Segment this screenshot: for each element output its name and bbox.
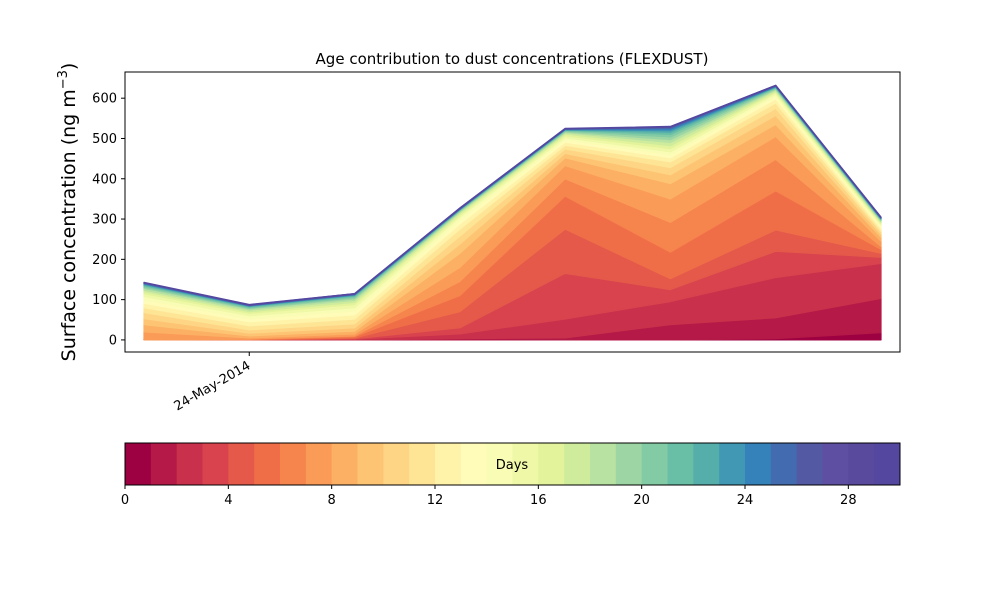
colorbar-swatch-13 (460, 443, 488, 485)
y-tick-label: 100 (92, 293, 117, 308)
age-band-area-29 (143, 84, 882, 306)
colorbar-swatch-29 (874, 443, 901, 485)
y-tick-label: 300 (92, 213, 117, 228)
colorbar-swatch-28 (848, 443, 875, 485)
y-axis-label-close: ) (58, 63, 80, 70)
colorbar-swatch-26 (796, 443, 823, 485)
colorbar-swatch-8 (331, 443, 358, 485)
colorbar-label: Days (496, 458, 529, 473)
chart-title: Age contribution to dust concentrations … (316, 50, 709, 68)
colorbar-tick-label: 8 (328, 493, 336, 508)
stacked-areas (143, 84, 882, 341)
colorbar-swatch-19 (615, 443, 643, 485)
colorbar-swatch-24 (745, 443, 772, 485)
colorbar-swatch-16 (538, 443, 565, 485)
colorbar-swatch-7 (305, 443, 333, 485)
colorbar-swatch-18 (590, 443, 617, 485)
colorbar-swatch-25 (770, 443, 798, 485)
y-tick-label: 0 (109, 333, 117, 348)
colorbar-swatch-17 (564, 443, 591, 485)
y-tick-label: 500 (92, 132, 117, 147)
colorbar-tick-label: 0 (121, 493, 129, 508)
colorbar: 0 4 8 12 16 20 24 28 (121, 442, 901, 508)
colorbar-swatch-21 (667, 443, 694, 485)
colorbar-swatch-2 (176, 443, 203, 485)
colorbar-swatch-22 (693, 443, 720, 485)
colorbar-tick-label: 20 (633, 493, 650, 508)
colorbar-swatch-5 (254, 443, 281, 485)
colorbar-swatch-15 (512, 443, 539, 485)
colorbar-tick-label: 28 (840, 493, 857, 508)
colorbar-swatch-11 (409, 443, 436, 485)
colorbar-swatch-20 (641, 443, 668, 485)
x-tick-label: 24-May-2014 (172, 358, 254, 414)
colorbar-tick-label: 16 (530, 493, 547, 508)
colorbar-swatch-9 (357, 443, 384, 485)
colorbar-tick-label: 24 (737, 493, 754, 508)
colorbar-tick-label: 12 (427, 493, 444, 508)
y-axis: 0 100 200 300 400 500 600 (92, 92, 125, 348)
y-tick-label: 200 (92, 253, 117, 268)
colorbar-swatch-23 (719, 443, 746, 485)
colorbar-swatch-14 (486, 443, 513, 485)
colorbar-swatch-4 (228, 443, 255, 485)
y-axis-label: Surface concentration (ng m−3) (56, 63, 80, 362)
colorbar-swatch-0 (125, 443, 152, 485)
colorbar-swatch-6 (280, 443, 307, 485)
x-axis: 24-May-2014 (172, 352, 254, 414)
colorbar-swatch-10 (383, 443, 410, 485)
plot-frame (124, 71, 901, 353)
colorbar-swatch-27 (822, 443, 849, 485)
colorbar-swatch-1 (150, 443, 178, 485)
colorbar-frame (124, 442, 901, 486)
y-tick-label: 400 (92, 172, 117, 187)
y-tick-label: 600 (92, 92, 117, 107)
y-axis-label-main: Surface concentration (ng m (58, 89, 80, 361)
colorbar-swatch-12 (435, 443, 462, 485)
y-axis-label-superscript: −3 (56, 70, 71, 89)
colorbar-tick-label: 4 (224, 493, 232, 508)
colorbar-swatch-3 (202, 443, 229, 485)
